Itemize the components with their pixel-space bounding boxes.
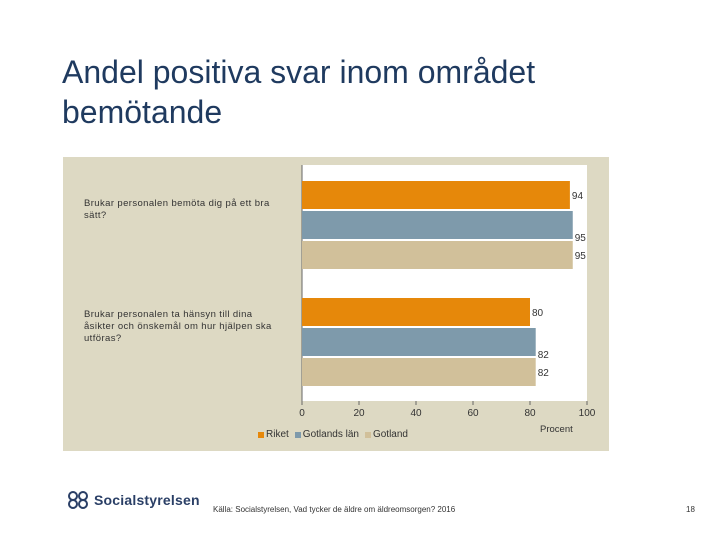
logo-mark-icon — [68, 491, 88, 509]
bar — [302, 298, 530, 326]
x-tick-label: 20 — [353, 408, 365, 419]
x-tick-label: 60 — [467, 408, 479, 419]
logo-text: Socialstyrelsen — [94, 492, 200, 508]
page-number: 18 — [686, 505, 695, 514]
legend-swatch-riket — [258, 431, 264, 438]
data-label: 94 — [572, 191, 584, 202]
legend-label: Gotlands län — [302, 429, 359, 440]
legend-swatch-gotlands-lan — [294, 431, 301, 438]
data-label: 95 — [575, 251, 587, 262]
slide-title: Andel positiva svar inom området bemötan… — [62, 54, 536, 130]
data-label: 82 — [538, 368, 550, 379]
bar — [302, 241, 573, 269]
x-tick-label: 80 — [524, 408, 536, 419]
legend-item: Riket — [258, 429, 289, 440]
category-label: Brukar personalen bemöta dig på ett bra … — [84, 198, 270, 221]
x-tick-label: 40 — [410, 408, 422, 419]
bar — [302, 328, 536, 356]
bar — [302, 358, 536, 386]
bar — [302, 181, 570, 209]
bar — [302, 211, 573, 239]
legend-label: Gotland — [372, 429, 408, 440]
source-note: Källa: Socialstyrelsen, Vad tycker de äl… — [213, 505, 456, 514]
x-axis-label: Procent — [540, 424, 573, 435]
legend-item: Gotland — [364, 429, 408, 440]
legend-label: Riket — [266, 429, 289, 440]
x-tick-label: 100 — [579, 408, 596, 419]
legend-item: Gotlands län — [294, 429, 359, 440]
socialstyrelsen-logo: Socialstyrelsen — [66, 490, 200, 510]
data-label: 82 — [538, 350, 550, 361]
chart-legend: Riket Gotlands län Gotland — [258, 429, 408, 440]
data-label: 80 — [532, 308, 544, 319]
data-label: 95 — [575, 233, 587, 244]
category-label: Brukar personalen ta hänsyn till dina ås… — [84, 309, 272, 344]
x-tick-label: 0 — [299, 408, 305, 419]
legend-swatch-gotland — [364, 431, 371, 438]
